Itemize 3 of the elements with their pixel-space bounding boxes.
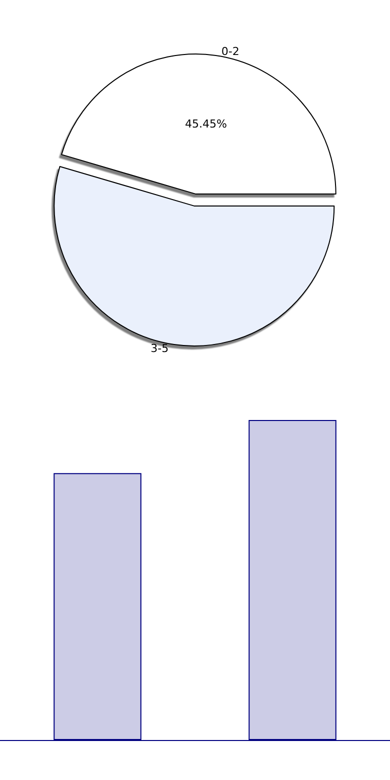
slice-label: 0-2 [221, 45, 240, 58]
slice-label: 3-5 [150, 342, 169, 355]
data-label: 45.45% [184, 117, 227, 130]
